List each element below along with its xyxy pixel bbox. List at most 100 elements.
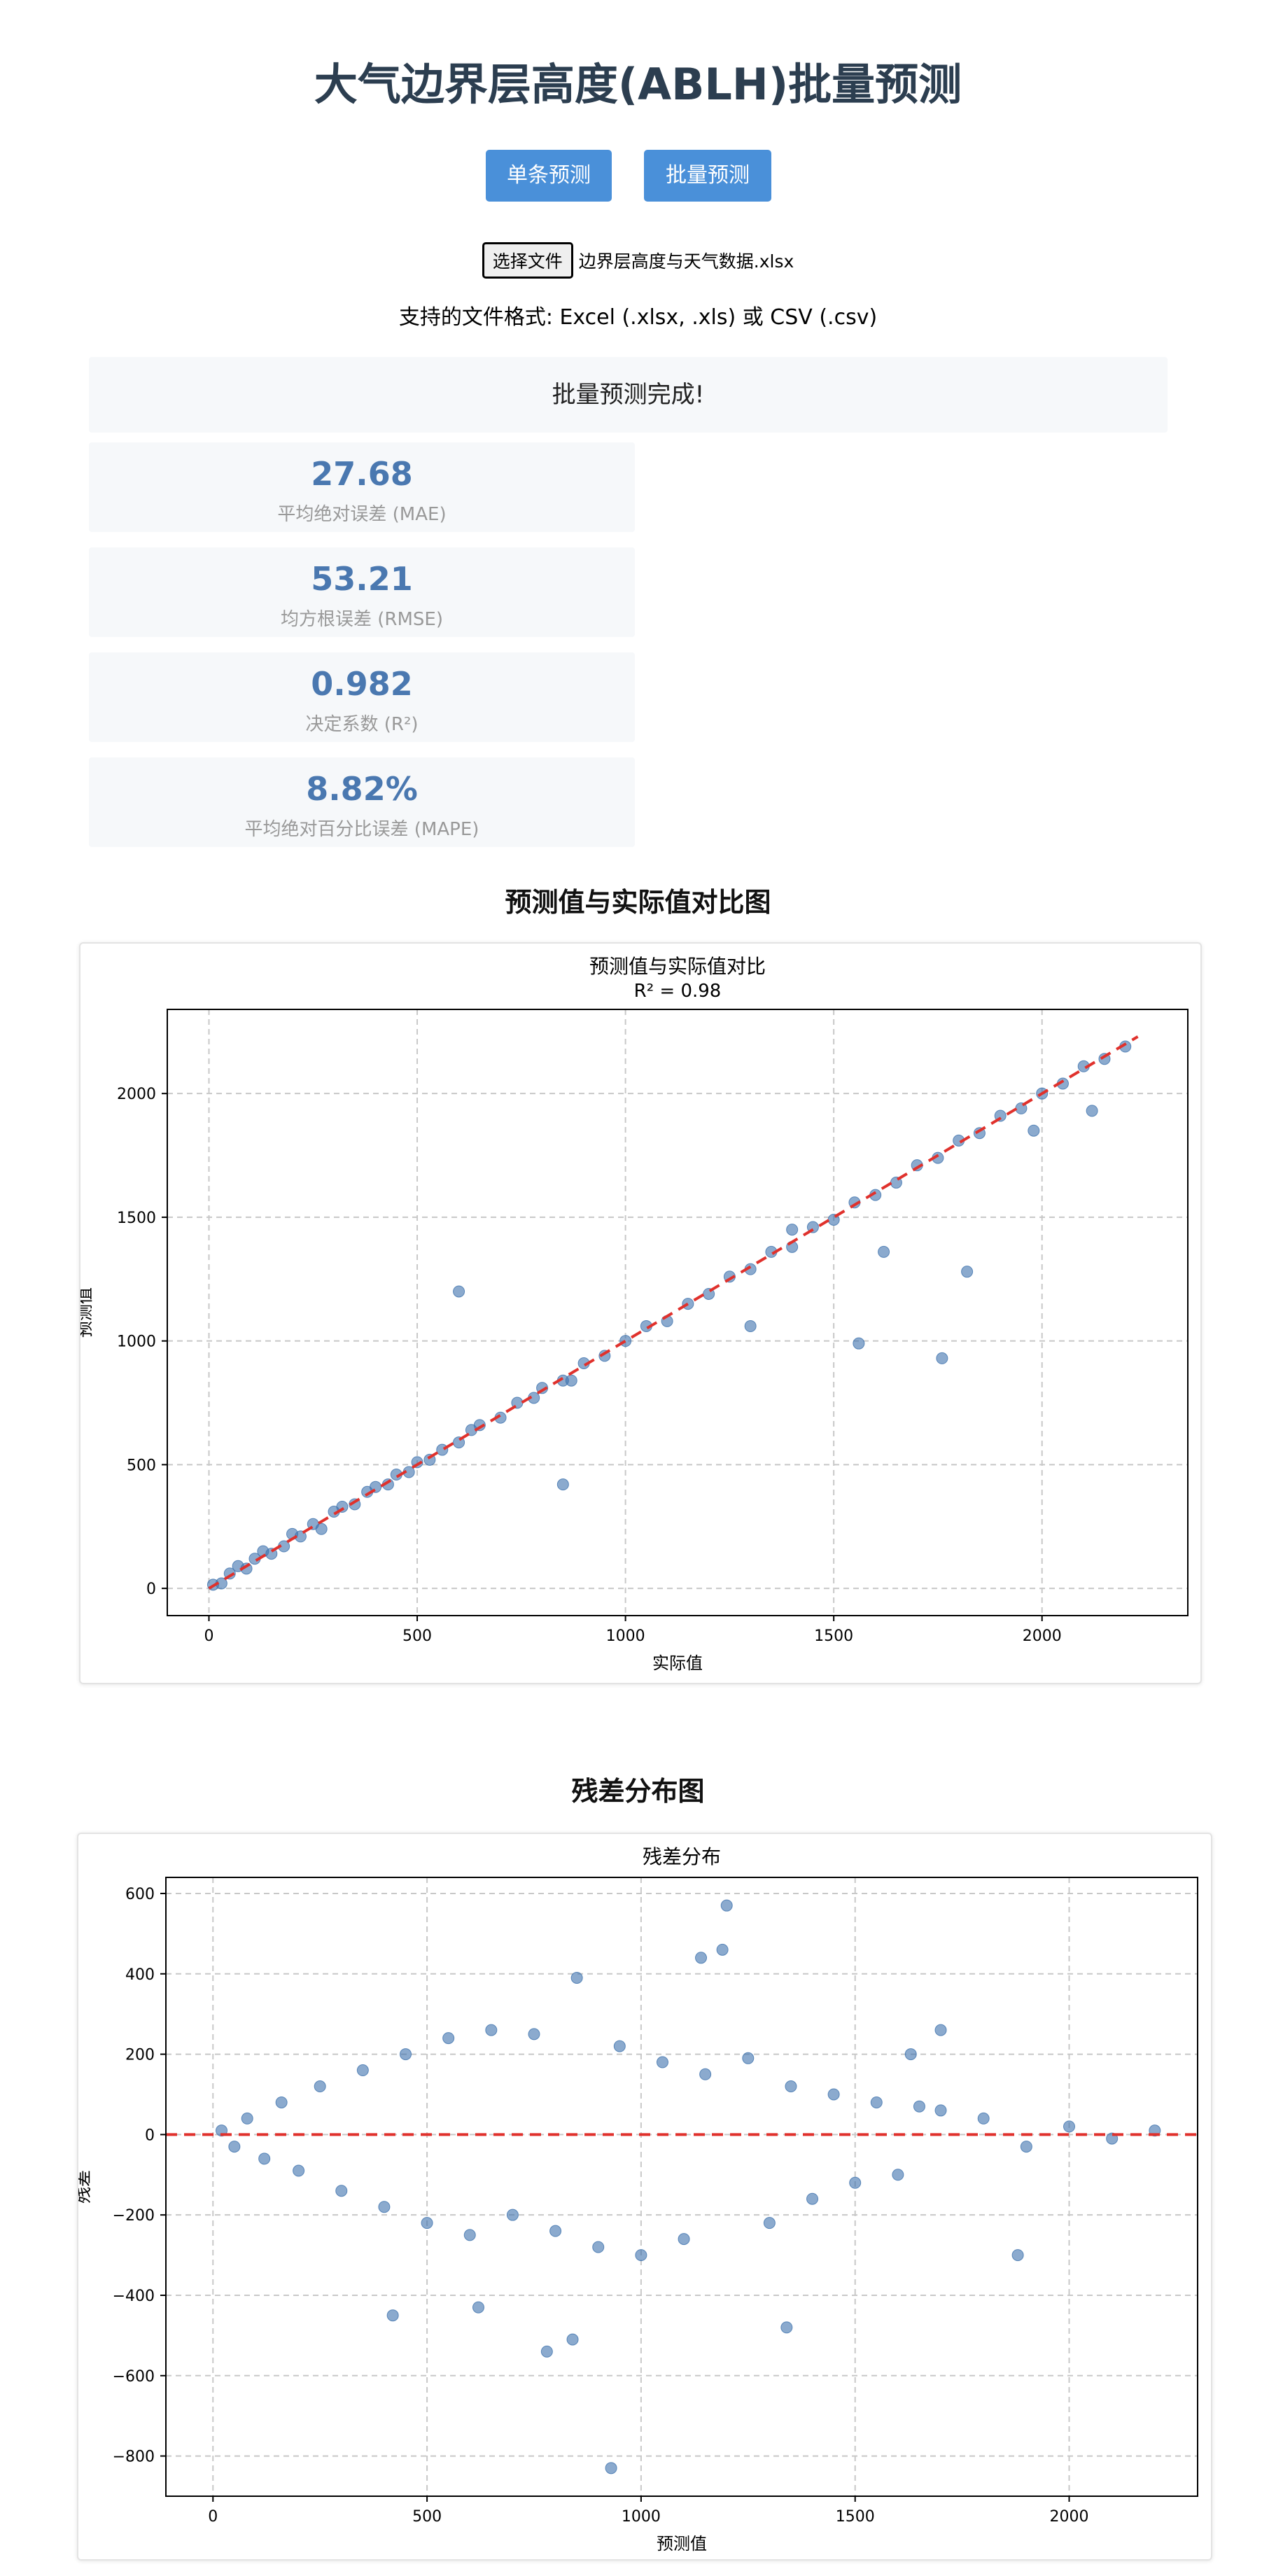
- data-point: [605, 2462, 617, 2474]
- metric-label: 平均绝对百分比误差 (MAPE): [244, 819, 479, 840]
- data-point: [275, 2096, 288, 2108]
- data-point: [463, 2229, 476, 2241]
- data-point: [695, 1952, 708, 1964]
- data-point: [742, 2052, 755, 2064]
- batch-predict-button[interactable]: 批量预测: [644, 150, 771, 202]
- data-point: [1011, 2249, 1024, 2262]
- chart-title: 残差分布: [643, 1845, 721, 1868]
- data-point: [716, 1943, 729, 1956]
- data-point: [913, 2100, 925, 2113]
- y-tick-label: 500: [127, 1457, 156, 1474]
- data-point: [314, 2080, 326, 2092]
- data-point: [566, 2333, 579, 2346]
- data-point: [934, 2024, 947, 2036]
- data-point: [1020, 2141, 1032, 2153]
- data-point: [892, 2169, 904, 2181]
- data-point: [549, 2225, 562, 2237]
- residual-chart: 0 500 1000 1500 2000 −800 −600 −400 −200 0 200 400 6…: [73, 1845, 1198, 2554]
- x-tick-label: 500: [412, 2508, 442, 2526]
- data-point: [780, 2321, 793, 2334]
- data-point: [678, 2233, 690, 2246]
- data-point: [853, 1337, 865, 1350]
- data-point: [356, 2064, 369, 2077]
- x-axis-label: 预测值: [657, 2534, 707, 2554]
- data-point: [720, 1899, 733, 1912]
- plot-frame: [167, 1009, 1189, 1616]
- y-tick-label: 400: [125, 1966, 155, 1984]
- ideal-fit-line: [208, 1035, 1139, 1590]
- metric-label: 平均绝对误差 (MAE): [277, 504, 447, 525]
- metric-value: 0.982: [311, 665, 413, 703]
- predicted-vs-actual-chart: 0 500 1000 1500 2000 0 500 1000 1500 2000 预测值与实际值对…: [75, 955, 1189, 1673]
- data-point: [421, 2217, 433, 2230]
- data-point: [827, 2088, 840, 2101]
- scatter-section-title: 预测值与实际值对比图: [505, 887, 771, 918]
- y-tick-label: −400: [113, 2288, 155, 2305]
- data-point: [565, 1374, 577, 1387]
- metric-value: 53.21: [311, 560, 413, 598]
- y-tick-label: 1500: [117, 1210, 156, 1227]
- data-point: [878, 1245, 890, 1258]
- data-point: [870, 2096, 883, 2108]
- file-picker: 选择文件 边界层高度与天气数据.xlsx: [0, 242, 1276, 279]
- data-point: [570, 1972, 583, 1984]
- data-point: [293, 2164, 305, 2177]
- y-tick-label: 2000: [117, 1086, 156, 1103]
- data-point: [744, 1320, 757, 1332]
- metric-label: 决定系数 (R²): [305, 714, 419, 735]
- x-tick-label: 1000: [622, 2508, 661, 2526]
- chart-title: 预测值与实际值对比: [589, 955, 766, 978]
- residual-chart-card: 0 500 1000 1500 2000 −800 −600 −400 −200 0 200 400 6…: [73, 1833, 1212, 2561]
- metric-value: 8.82%: [306, 770, 418, 808]
- metric-card-r2: 0.982 决定系数 (R²): [89, 652, 635, 742]
- y-axis-label: 预测值: [80, 1287, 94, 1338]
- data-point: [528, 2028, 540, 2040]
- x-axis-label: 实际值: [652, 1653, 703, 1673]
- data-point: [453, 1285, 465, 1298]
- data-point: [540, 2345, 553, 2358]
- data-point: [806, 2192, 819, 2205]
- x-tick-label: 0: [208, 2508, 218, 2526]
- data-point: [613, 2040, 626, 2052]
- y-tick-label: −600: [113, 2368, 155, 2386]
- data-point: [228, 2141, 241, 2153]
- data-point: [258, 2152, 271, 2165]
- single-predict-button[interactable]: 单条预测: [486, 150, 612, 202]
- x-tick-label: 500: [402, 1628, 432, 1645]
- choose-file-button[interactable]: 选择文件: [482, 242, 573, 279]
- chart-subtitle: R² = 0.98: [634, 981, 722, 1002]
- data-point: [849, 2176, 862, 2189]
- data-point: [315, 1522, 328, 1535]
- data-point: [961, 1266, 974, 1278]
- data-point: [386, 2309, 399, 2322]
- data-point: [485, 2024, 498, 2036]
- y-axis-label: 残差: [78, 2170, 93, 2204]
- data-point: [904, 2048, 917, 2061]
- plot-frame: [165, 1877, 1198, 2497]
- data-point: [556, 1478, 569, 1491]
- data-point: [786, 1224, 799, 1236]
- x-tick-label: 1000: [606, 1628, 645, 1645]
- data-point: [635, 2249, 647, 2262]
- metric-card-mape: 8.82% 平均绝对百分比误差 (MAPE): [89, 757, 635, 847]
- y-tick-label: −200: [113, 2207, 155, 2225]
- data-point: [378, 2201, 391, 2213]
- metric-card-rmse: 53.21 均方根误差 (RMSE): [89, 547, 635, 637]
- data-point: [241, 2112, 253, 2124]
- data-point: [1028, 1124, 1040, 1137]
- data-point: [977, 2112, 990, 2124]
- metric-label: 均方根误差 (RMSE): [281, 609, 443, 630]
- data-point: [656, 2056, 668, 2068]
- data-point: [472, 2301, 484, 2314]
- y-tick-label: 0: [145, 2127, 155, 2144]
- page-title: 大气边界层高度(ABLH)批量预测: [314, 59, 962, 110]
- y-tick-label: 600: [125, 1886, 155, 1903]
- y-tick-label: 0: [146, 1581, 156, 1598]
- y-tick-label: −800: [113, 2449, 155, 2466]
- y-tick-label: 200: [125, 2047, 155, 2064]
- data-point: [442, 2032, 455, 2045]
- data-point: [400, 2048, 412, 2061]
- data-point: [506, 2208, 519, 2221]
- data-point: [699, 2068, 712, 2080]
- x-tick-label: 2000: [1050, 2508, 1089, 2526]
